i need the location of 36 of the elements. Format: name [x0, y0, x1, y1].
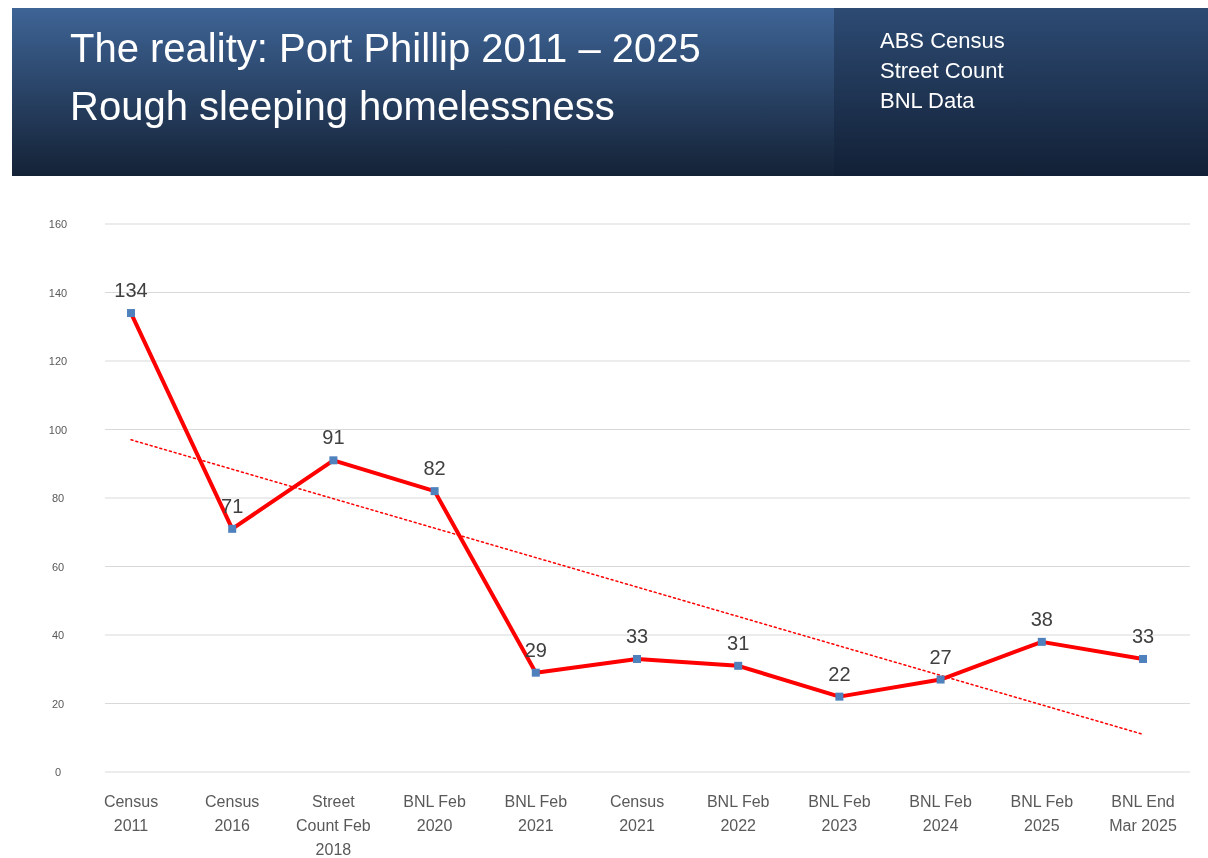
data-label: 29: [524, 638, 547, 661]
y-tick-label: 80: [51, 492, 65, 505]
x-tick-label: BNL Feb 2025: [1010, 793, 1074, 834]
x-tick-label: Census 2021: [609, 793, 665, 834]
x-tick-label: Census 2016: [205, 793, 260, 834]
data-label: 91: [322, 426, 345, 449]
y-tick-label: 20: [51, 697, 65, 710]
data-label: 134: [114, 279, 148, 302]
data-label: 71: [221, 494, 244, 517]
text: BNL Data: [880, 88, 976, 113]
y-tick-label: 40: [51, 629, 65, 642]
data-label: 22: [828, 662, 851, 685]
data-label: 33: [1131, 624, 1155, 647]
x-tick-label: Census 2011: [103, 793, 159, 834]
y-tick-label: 60: [51, 560, 65, 573]
x-tick-label: BNL Feb 2024: [909, 793, 972, 834]
chart-title: The reality: Port Phillip 2011 – 2025: [70, 26, 701, 70]
x-tick-label: BNL Feb 2022: [706, 793, 770, 834]
y-tick-label: 100: [48, 423, 68, 436]
y-tick-label: 140: [48, 286, 68, 299]
x-tick-label: BNL Feb 2020: [403, 793, 466, 834]
y-tick-label: 120: [48, 355, 68, 368]
chart-subtitle: Rough sleeping homelessness: [70, 84, 615, 128]
data-label: 33: [625, 624, 649, 647]
text: ABS Census: [880, 28, 1005, 53]
data-label: 82: [423, 457, 446, 480]
x-tick-label: BNL End Mar 2025: [1109, 793, 1177, 834]
y-tick-label: 0: [54, 766, 62, 779]
x-tick-label: BNL Feb 2021: [504, 793, 568, 834]
text: Street Count: [880, 58, 1004, 83]
x-tick-label: BNL Feb 2023: [808, 793, 871, 834]
data-label: 27: [929, 645, 952, 668]
y-tick-label: 160: [48, 218, 68, 231]
data-label: 38: [1030, 607, 1053, 630]
x-tick-label: Street Count Feb 2018: [296, 793, 371, 858]
data-label: 31: [727, 631, 750, 654]
